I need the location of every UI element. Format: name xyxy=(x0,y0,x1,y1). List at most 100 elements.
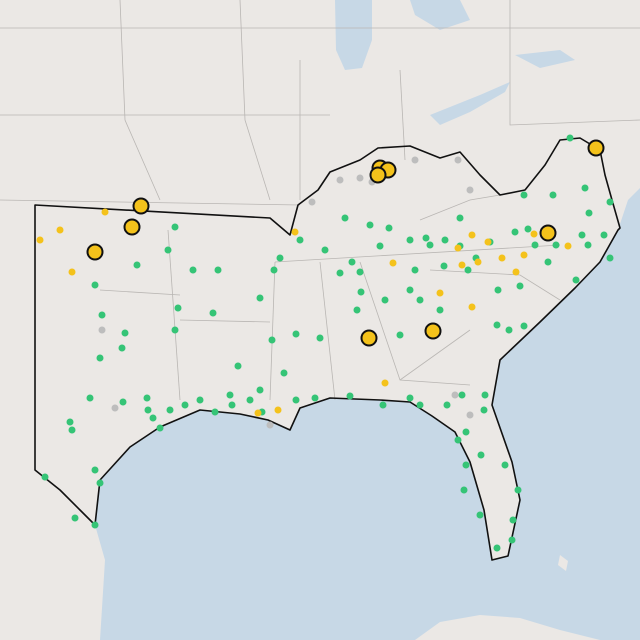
site-marker[interactable] xyxy=(458,261,466,269)
site-marker[interactable] xyxy=(156,424,164,432)
site-marker[interactable] xyxy=(396,331,404,339)
site-marker[interactable] xyxy=(411,266,419,274)
site-marker[interactable] xyxy=(356,174,364,182)
site-marker[interactable] xyxy=(336,176,344,184)
highlight-marker[interactable] xyxy=(360,329,378,347)
site-marker[interactable] xyxy=(514,486,522,494)
site-marker[interactable] xyxy=(276,254,284,262)
site-marker[interactable] xyxy=(454,436,462,444)
site-marker[interactable] xyxy=(316,334,324,342)
site-marker[interactable] xyxy=(460,486,468,494)
site-marker[interactable] xyxy=(246,396,254,404)
site-marker[interactable] xyxy=(520,251,528,259)
site-marker[interactable] xyxy=(321,246,329,254)
site-marker[interactable] xyxy=(436,306,444,314)
site-marker[interactable] xyxy=(121,329,129,337)
site-marker[interactable] xyxy=(440,262,448,270)
site-marker[interactable] xyxy=(189,266,197,274)
site-marker[interactable] xyxy=(411,156,419,164)
site-marker[interactable] xyxy=(341,214,349,222)
site-marker[interactable] xyxy=(292,330,300,338)
site-marker[interactable] xyxy=(366,221,374,229)
site-marker[interactable] xyxy=(385,224,393,232)
site-marker[interactable] xyxy=(68,268,76,276)
site-marker[interactable] xyxy=(584,241,592,249)
site-marker[interactable] xyxy=(164,246,172,254)
site-marker[interactable] xyxy=(406,394,414,402)
site-marker[interactable] xyxy=(572,276,580,284)
site-marker[interactable] xyxy=(564,242,572,250)
site-marker[interactable] xyxy=(436,289,444,297)
site-marker[interactable] xyxy=(280,369,288,377)
site-marker[interactable] xyxy=(493,544,501,552)
site-marker[interactable] xyxy=(357,288,365,296)
site-marker[interactable] xyxy=(144,406,152,414)
site-marker[interactable] xyxy=(509,516,517,524)
site-marker[interactable] xyxy=(581,184,589,192)
site-marker[interactable] xyxy=(501,461,509,469)
site-marker[interactable] xyxy=(524,225,532,233)
site-marker[interactable] xyxy=(477,451,485,459)
site-marker[interactable] xyxy=(416,296,424,304)
site-marker[interactable] xyxy=(296,236,304,244)
highlight-marker[interactable] xyxy=(539,224,557,242)
site-marker[interactable] xyxy=(226,391,234,399)
site-marker[interactable] xyxy=(291,228,299,236)
site-marker[interactable] xyxy=(480,406,488,414)
site-marker[interactable] xyxy=(308,198,316,206)
site-marker[interactable] xyxy=(41,473,49,481)
site-marker[interactable] xyxy=(552,241,560,249)
site-marker[interactable] xyxy=(111,404,119,412)
site-marker[interactable] xyxy=(520,191,528,199)
site-marker[interactable] xyxy=(606,198,614,206)
site-marker[interactable] xyxy=(498,254,506,262)
site-marker[interactable] xyxy=(143,394,151,402)
site-marker[interactable] xyxy=(254,409,262,417)
site-marker[interactable] xyxy=(389,259,397,267)
site-marker[interactable] xyxy=(468,231,476,239)
site-marker[interactable] xyxy=(346,392,354,400)
site-marker[interactable] xyxy=(348,258,356,266)
site-marker[interactable] xyxy=(56,226,64,234)
site-marker[interactable] xyxy=(171,326,179,334)
site-marker[interactable] xyxy=(464,266,472,274)
site-marker[interactable] xyxy=(268,336,276,344)
site-marker[interactable] xyxy=(66,418,74,426)
site-marker[interactable] xyxy=(422,234,430,242)
site-marker[interactable] xyxy=(466,411,474,419)
site-marker[interactable] xyxy=(511,228,519,236)
site-marker[interactable] xyxy=(426,241,434,249)
site-marker[interactable] xyxy=(505,326,513,334)
site-marker[interactable] xyxy=(454,156,462,164)
site-marker[interactable] xyxy=(98,326,106,334)
site-marker[interactable] xyxy=(379,401,387,409)
site-marker[interactable] xyxy=(508,536,516,544)
site-marker[interactable] xyxy=(381,296,389,304)
site-marker[interactable] xyxy=(406,236,414,244)
site-marker[interactable] xyxy=(270,266,278,274)
site-marker[interactable] xyxy=(118,344,126,352)
site-marker[interactable] xyxy=(474,258,482,266)
site-marker[interactable] xyxy=(406,286,414,294)
site-marker[interactable] xyxy=(484,238,492,246)
site-marker[interactable] xyxy=(86,394,94,402)
site-marker[interactable] xyxy=(578,231,586,239)
site-marker[interactable] xyxy=(600,231,608,239)
site-marker[interactable] xyxy=(311,394,319,402)
site-marker[interactable] xyxy=(512,268,520,276)
site-marker[interactable] xyxy=(481,391,489,399)
site-marker[interactable] xyxy=(416,401,424,409)
site-marker[interactable] xyxy=(71,514,79,522)
site-marker[interactable] xyxy=(458,391,466,399)
site-marker[interactable] xyxy=(476,511,484,519)
site-marker[interactable] xyxy=(353,306,361,314)
site-marker[interactable] xyxy=(530,230,538,238)
site-marker[interactable] xyxy=(91,466,99,474)
site-marker[interactable] xyxy=(256,294,264,302)
site-marker[interactable] xyxy=(234,362,242,370)
site-marker[interactable] xyxy=(166,406,174,414)
site-marker[interactable] xyxy=(456,214,464,222)
site-marker[interactable] xyxy=(516,282,524,290)
highlight-marker[interactable] xyxy=(123,218,141,236)
site-marker[interactable] xyxy=(292,396,300,404)
